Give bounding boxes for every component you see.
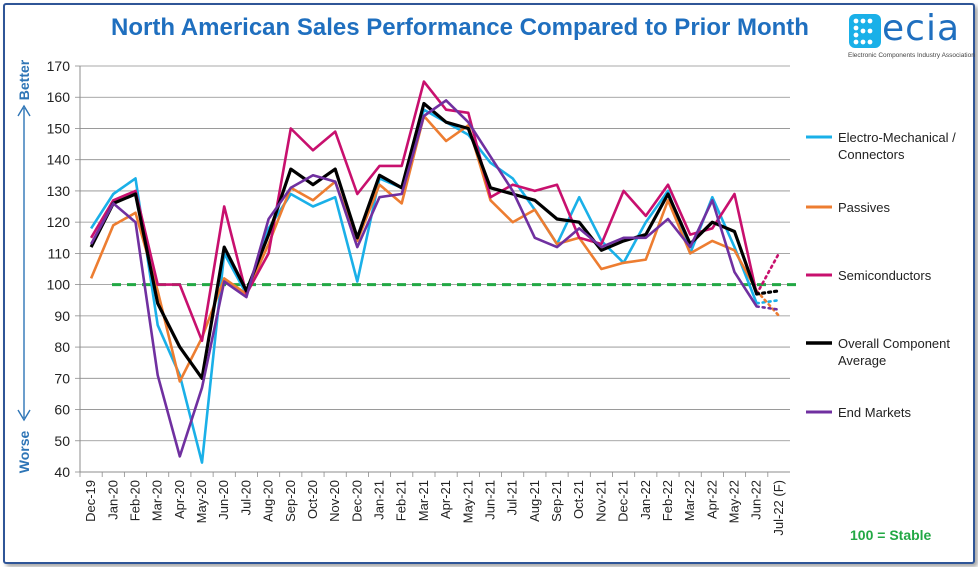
chart-title: North American Sales Performance Compare… <box>111 14 809 41</box>
x-tick-label: Jul-21 <box>505 480 520 515</box>
x-tick-label: Dec-21 <box>616 480 631 522</box>
axes <box>79 66 790 477</box>
legend-label-0: Electro-Mechanical / Connectors <box>838 130 956 162</box>
legend-label-1: Passives <box>838 200 891 215</box>
series-line-4 <box>89 99 758 458</box>
y-tick-label-60: 60 <box>54 402 70 418</box>
logo-mark-icon <box>849 14 881 48</box>
x-tick-label: Aug-20 <box>261 480 276 522</box>
x-tick-label: May-22 <box>727 480 742 523</box>
x-tick-label: Aug-21 <box>527 480 542 522</box>
y-tick-label-80: 80 <box>54 339 70 355</box>
series-line-1 <box>89 114 758 383</box>
arrow-up-icon <box>17 104 31 117</box>
series-forecast-2 <box>755 252 781 296</box>
y-side-labels: Better Worse <box>16 59 32 473</box>
y-tick-label-120: 120 <box>47 214 71 230</box>
y-tick-label-70: 70 <box>54 370 70 386</box>
logo-word: ecia <box>882 8 961 49</box>
series-forecast-3 <box>755 289 781 296</box>
x-tick-label: Jan-20 <box>105 480 120 520</box>
legend-label-3: Overall Component Average <box>838 336 950 368</box>
y-tick-label-130: 130 <box>47 183 71 199</box>
x-tick-label: Sep-21 <box>549 480 564 522</box>
worse-label: Worse <box>16 431 32 474</box>
x-tick-label: Jan-22 <box>638 480 653 520</box>
x-tick-label: Jul-22 (F) <box>771 480 786 536</box>
x-tick-label: Apr-21 <box>438 480 453 519</box>
series-line-2 <box>89 80 758 343</box>
y-tick-label-40: 40 <box>54 464 70 480</box>
x-tick-label: Dec-19 <box>83 480 98 522</box>
x-tick-label: Oct-20 <box>305 480 320 519</box>
y-tick-label-110: 110 <box>48 245 71 261</box>
x-tick-label: Mar-21 <box>416 480 431 521</box>
y-tick-label-140: 140 <box>47 152 71 168</box>
series-forecast-0 <box>755 298 781 305</box>
x-tick-label: Apr-20 <box>172 480 187 519</box>
arrow-down-icon <box>17 409 31 422</box>
legend-label-4: End Markets <box>838 405 911 420</box>
legend: Electro-Mechanical / Connectors Passives Se… <box>806 130 956 420</box>
x-tick-label: Apr-22 <box>704 480 719 519</box>
better-label: Better <box>16 59 32 100</box>
y-tick-label-150: 150 <box>47 120 71 136</box>
series-line-3 <box>89 101 759 380</box>
ecia-logo: ecia Electronic Components Industry Asso… <box>848 8 975 68</box>
y-tick-label-50: 50 <box>54 433 70 449</box>
x-tick-label: Jun-22 <box>749 480 764 520</box>
logo-subtitle: Electronic Components Industry Associati… <box>848 52 975 59</box>
x-tick-label: Jul-20 <box>238 480 253 515</box>
y-tick-labels: 40 50 60 70 80 90 100 110 120 130 140 150 160 170 <box>47 58 71 480</box>
x-tick-label: Mar-22 <box>682 480 697 521</box>
x-tick-label: Nov-21 <box>593 480 608 522</box>
y-tick-label-160: 160 <box>47 89 71 105</box>
series-forecast-4 <box>755 305 781 311</box>
series-lines <box>89 80 781 464</box>
x-tick-label: Jan-21 <box>372 480 387 520</box>
x-tick-label: Sep-20 <box>283 480 298 522</box>
series-forecast-1 <box>755 289 781 318</box>
y-tick-label-100: 100 <box>47 277 71 293</box>
x-tick-labels: Dec-19 Jan-20 Feb-20 Mar-20 Apr-20 May-20 Jun-… <box>83 480 786 536</box>
legend-label-2: Semiconductors <box>838 268 932 283</box>
y-tick-label-170: 170 <box>47 58 71 74</box>
y-tick-label-90: 90 <box>54 308 70 324</box>
x-tick-label: May-21 <box>460 480 475 523</box>
x-tick-label: Oct-21 <box>571 480 586 519</box>
x-tick-label: Nov-20 <box>327 480 342 522</box>
x-tick-label: Mar-20 <box>150 480 165 521</box>
x-tick-label: Jun-20 <box>216 480 231 520</box>
x-tick-label: May-20 <box>194 480 209 523</box>
x-tick-label: Feb-21 <box>394 480 409 521</box>
x-tick-label: Dec-20 <box>349 480 364 522</box>
stable-note: 100 = Stable <box>850 527 932 543</box>
x-tick-label: Jun-21 <box>482 480 497 520</box>
x-tick-label: Feb-20 <box>127 480 142 521</box>
x-tick-label: Feb-22 <box>660 480 675 521</box>
